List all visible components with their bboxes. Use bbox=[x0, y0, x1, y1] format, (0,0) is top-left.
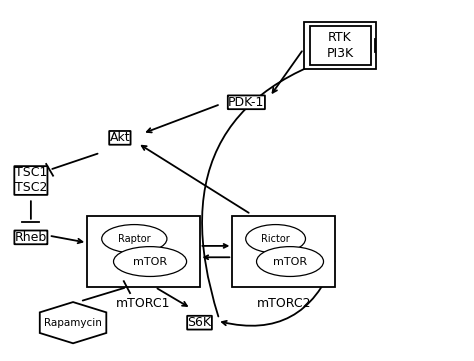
FancyBboxPatch shape bbox=[232, 216, 336, 287]
Text: Akt: Akt bbox=[109, 131, 130, 144]
Text: Rictor: Rictor bbox=[261, 234, 290, 244]
Text: S6K: S6K bbox=[188, 316, 211, 329]
Text: PDK-1: PDK-1 bbox=[228, 96, 264, 109]
Text: mTORC1: mTORC1 bbox=[116, 297, 171, 310]
Text: mTOR: mTOR bbox=[273, 257, 307, 266]
Text: RTK: RTK bbox=[328, 31, 352, 44]
Polygon shape bbox=[40, 302, 106, 343]
Text: mTORC2: mTORC2 bbox=[256, 297, 311, 310]
FancyBboxPatch shape bbox=[87, 216, 200, 287]
Text: Rapamycin: Rapamycin bbox=[44, 318, 102, 328]
Ellipse shape bbox=[102, 225, 167, 253]
Text: Raptor: Raptor bbox=[118, 234, 151, 244]
FancyBboxPatch shape bbox=[304, 22, 376, 69]
Ellipse shape bbox=[246, 225, 305, 253]
Text: TSC1
TSC2: TSC1 TSC2 bbox=[15, 166, 47, 195]
Ellipse shape bbox=[113, 247, 187, 277]
Ellipse shape bbox=[256, 247, 324, 277]
Text: PI3K: PI3K bbox=[327, 47, 354, 60]
FancyBboxPatch shape bbox=[310, 26, 371, 65]
Text: Rheb: Rheb bbox=[15, 231, 47, 244]
Text: mTOR: mTOR bbox=[133, 257, 167, 266]
